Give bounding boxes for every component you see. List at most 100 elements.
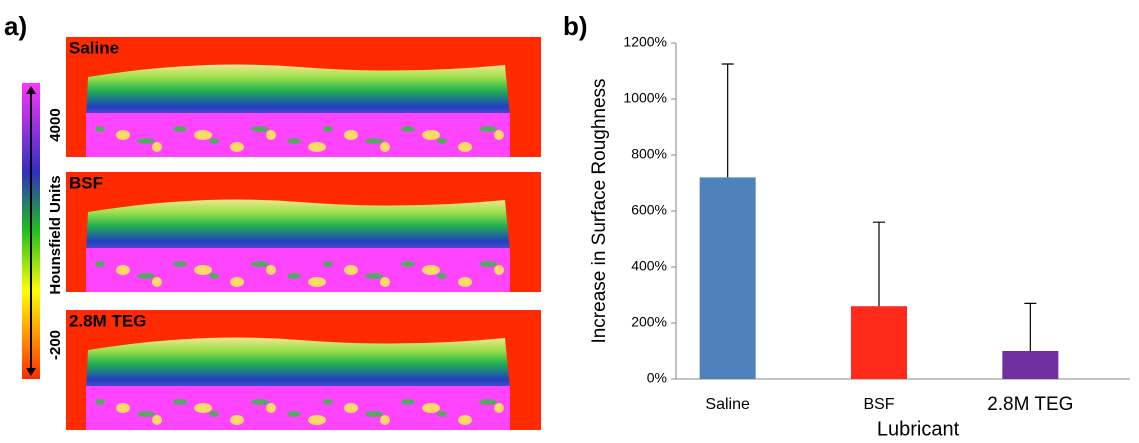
x-axis-label: Lubricant [877,418,960,440]
bar [851,306,907,379]
image-spot [194,265,212,275]
image-spot [287,411,301,417]
x-tick-label: 2.8M TEG [987,394,1073,415]
image-spot [479,399,497,405]
image-spot [194,130,212,140]
image-spot [230,277,244,287]
image-spot [251,126,269,132]
image-spot [479,261,497,267]
image-label: 2.8M TEG [69,311,146,330]
image-spot [437,273,447,279]
y-tick-label: 800% [631,146,667,162]
image-spot [152,415,162,425]
image-spot [437,138,447,144]
image-spot [173,126,187,132]
image-spot [323,126,333,132]
image-spot [380,277,390,287]
image-spot [365,138,383,144]
image-spot [209,411,219,417]
image-spot [344,130,358,140]
image-spot [152,277,162,287]
image-spot [401,126,415,132]
bar [1002,351,1059,379]
image-spot [116,403,130,413]
image-spot [422,403,440,413]
image-spot [137,273,155,279]
image-spot [344,265,358,275]
image-spot [308,277,326,287]
image-spot [266,403,276,413]
image-spot [458,415,472,425]
image-spot [323,399,333,405]
image-spot [344,403,358,413]
image-spot [287,138,301,144]
image-spot [266,130,276,140]
colorbar-title: Hounsfield Units [47,175,64,294]
image-spot [365,411,383,417]
y-tick-label: 1200% [623,34,667,50]
image-spot [323,261,333,267]
image-bone [86,386,510,430]
image-spot [209,138,219,144]
image-spot [251,399,269,405]
image-spot [479,126,497,132]
image-spot [494,403,504,413]
image-spot [266,265,276,275]
bar [699,177,756,379]
image-spot [401,399,415,405]
x-tick-label: BSF [863,396,894,413]
y-tick-label: 1000% [623,90,667,106]
image-spot [308,415,326,425]
image-spot [152,142,162,152]
image-spot [458,142,472,152]
image-spot [137,411,155,417]
image-spot [401,261,415,267]
image-spot [173,399,187,405]
colorbar-tick: 4000 [47,108,64,141]
image-spot [173,261,187,267]
image-spot [437,411,447,417]
image-spot [422,130,440,140]
image-layer [86,64,510,117]
y-tick-label: 600% [631,202,667,218]
error-bar [873,221,885,307]
image-spot [95,126,105,132]
image-spot [230,415,244,425]
y-tick-label: 0% [647,370,667,386]
image-label: BSF [69,173,103,192]
colorbar: 4000 Hounsfield Units -200 [22,83,64,379]
panel-label: a) [4,11,27,41]
image-spot [494,130,504,140]
image-bone [86,113,510,157]
image-spot [251,261,269,267]
ct-images: Saline BSF 2.8M TEG [66,37,541,430]
image-spot [287,273,301,279]
colorbar-tick: -200 [47,330,64,360]
image-spot [308,142,326,152]
image-spot [116,130,130,140]
image-spot [380,142,390,152]
image-spot [95,399,105,405]
image-layer [86,199,510,252]
image-bone [86,248,510,292]
y-tick-label: 400% [631,258,667,274]
image-spot [95,261,105,267]
image-spot [458,277,472,287]
image-spot [209,273,219,279]
error-bar [721,63,734,178]
image-layer [86,337,510,390]
y-tick-label: 200% [631,314,667,330]
image-spot [365,273,383,279]
y-axis-label: Increase in Surface Roughness [589,78,610,343]
error-bar [1024,302,1037,351]
image-spot [230,142,244,152]
image-label: Saline [69,38,119,57]
x-tick-label: Saline [705,396,750,413]
panel-label: b) [563,11,588,41]
image-spot [194,403,212,413]
image-spot [137,138,155,144]
image-spot [116,265,130,275]
image-spot [380,415,390,425]
image-spot [494,265,504,275]
